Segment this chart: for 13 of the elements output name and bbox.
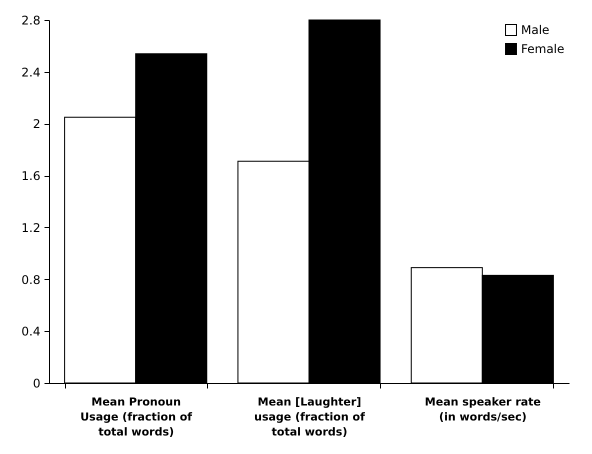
y-tick-label: 2.4 bbox=[21, 65, 40, 80]
x-tick-label: Mean [Laughter] usage (fraction of total words) bbox=[254, 396, 366, 438]
x-tick-label: Mean speaker rate (in words/sec) bbox=[424, 396, 541, 424]
y-tick-label: 0.8 bbox=[21, 272, 40, 287]
legend-label: Female bbox=[521, 42, 564, 56]
legend-label: Male bbox=[521, 23, 550, 37]
x-tick-label: Mean Pronoun Usage (fraction of total words) bbox=[80, 396, 192, 438]
y-tick-label: 0 bbox=[32, 376, 40, 390]
y-tick-label: 1.2 bbox=[21, 220, 40, 235]
y-tick-label: 0.4 bbox=[21, 324, 40, 339]
y-tick-label: 1.6 bbox=[21, 169, 40, 184]
y-tick-label: 2.8 bbox=[21, 14, 40, 28]
y-tick-label: 2 bbox=[32, 117, 40, 132]
